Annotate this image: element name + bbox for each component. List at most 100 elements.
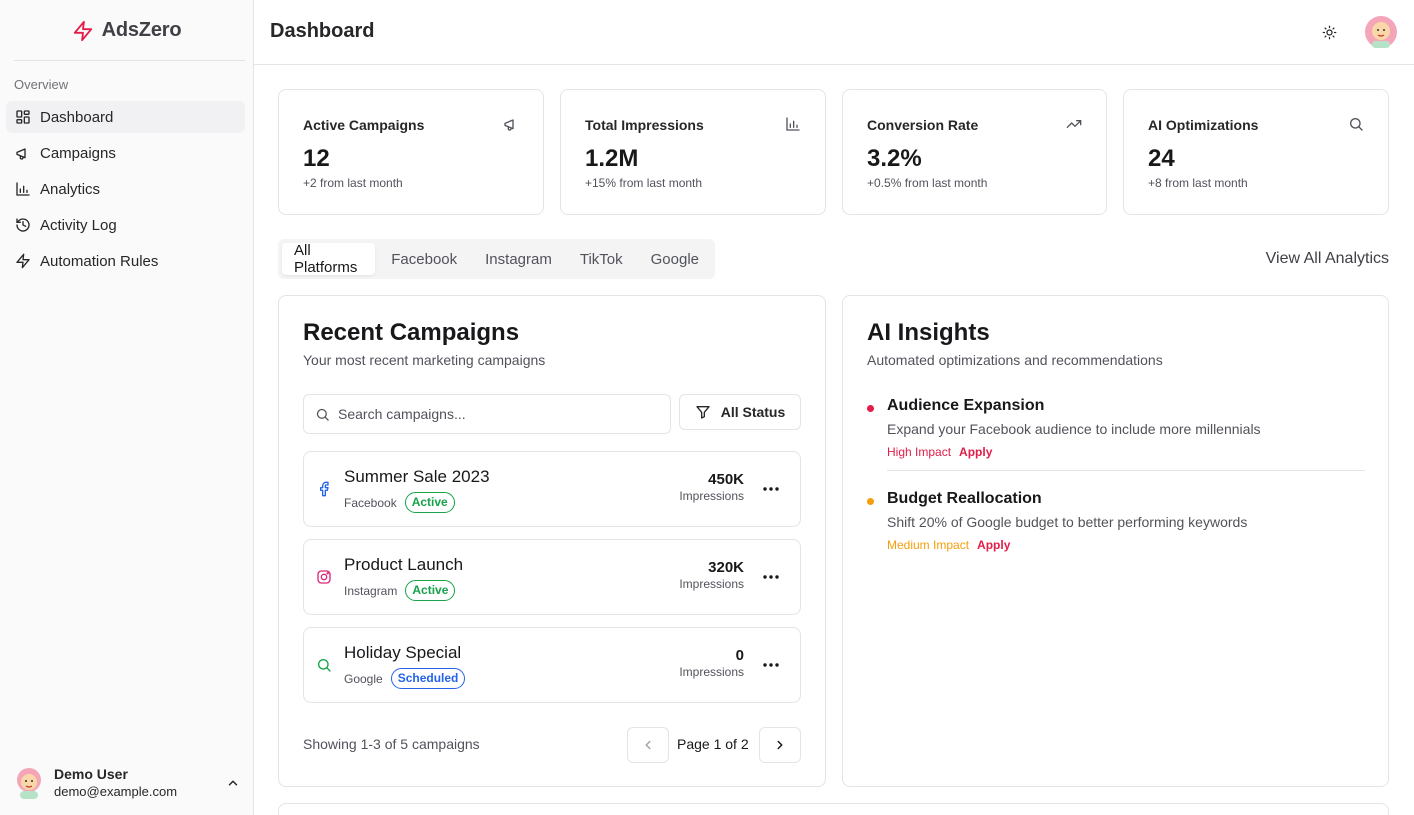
filter-label: All Status — [720, 404, 786, 420]
view-all-analytics-link[interactable]: View All Analytics — [1265, 250, 1389, 267]
campaign-platform: Google — [344, 671, 383, 686]
search-input[interactable] — [338, 406, 638, 422]
sidebar-item-label: Automation Rules — [40, 252, 159, 270]
stat-value: 3.2% — [867, 145, 922, 172]
more-options-button[interactable] — [762, 568, 780, 586]
sidebar-item-label: Campaigns — [40, 144, 116, 162]
impact-label: Medium Impact — [887, 538, 970, 552]
search-field[interactable] — [303, 394, 671, 434]
campaign-name: Product Launch — [344, 555, 464, 574]
header: Dashboard — [254, 0, 1414, 65]
insight-item: Budget Reallocation Shift 20% of Google … — [867, 490, 1365, 560]
campaign-row[interactable]: Summer Sale 2023 Facebook Active 450K Im… — [303, 451, 801, 527]
instagram-icon — [317, 570, 331, 584]
stat-value: 12 — [303, 145, 330, 172]
tab-facebook[interactable]: Facebook — [391, 250, 458, 268]
impact-label: High Impact — [887, 445, 952, 459]
more-horizontal-icon — [763, 663, 779, 667]
stat-card-ai-optimizations: AI Optimizations 24 +8 from last month — [1123, 89, 1389, 215]
sidebar: AdsZero Overview Dashboard Campaigns Ana… — [0, 0, 254, 815]
chevron-up-icon — [228, 780, 238, 786]
insight-item: Audience Expansion Expand your Facebook … — [867, 397, 1365, 467]
stat-card-total-impressions: Total Impressions 1.2M +15% from last mo… — [560, 89, 826, 215]
impressions-value: 0 — [735, 647, 744, 664]
impressions-label: Impressions — [679, 489, 744, 503]
avatar — [17, 768, 41, 799]
sidebar-item-automation-rules[interactable]: Automation Rules — [6, 245, 245, 277]
tab-all-platforms[interactable]: All Platforms — [282, 242, 376, 276]
next-page-button[interactable] — [759, 727, 801, 763]
facebook-icon — [320, 481, 329, 497]
sidebar-item-label: Activity Log — [40, 216, 117, 234]
card-description: Your most recent marketing campaigns — [303, 352, 546, 368]
bar-chart-icon — [16, 182, 30, 196]
campaign-platform: Instagram — [344, 583, 398, 598]
trending-up-icon — [1066, 120, 1082, 128]
status-badge: Scheduled — [390, 668, 466, 689]
sidebar-item-dashboard[interactable]: Dashboard — [6, 101, 245, 133]
campaign-name: Summer Sale 2023 — [344, 467, 490, 486]
stat-title: AI Optimizations — [1148, 117, 1259, 133]
chevron-right-icon — [777, 740, 783, 750]
campaign-row[interactable]: Product Launch Instagram Active 320K Imp… — [303, 539, 801, 615]
apply-button[interactable]: Apply — [959, 445, 993, 459]
pagination-summary: Showing 1-3 of 5 campaigns — [303, 736, 480, 752]
previous-page-button[interactable] — [627, 727, 669, 763]
sidebar-item-analytics[interactable]: Analytics — [6, 173, 245, 205]
sidebar-item-campaigns[interactable]: Campaigns — [6, 137, 245, 169]
campaign-row[interactable]: Holiday Special Google Scheduled 0 Impre… — [303, 627, 801, 703]
user-email: demo@example.com — [54, 784, 178, 799]
stat-value: 1.2M — [585, 145, 639, 172]
divider — [887, 470, 1365, 471]
theme-toggle-button[interactable] — [1317, 20, 1341, 44]
apply-button[interactable]: Apply — [977, 538, 1011, 552]
megaphone-icon — [504, 119, 514, 131]
campaign-platform: Facebook — [344, 495, 397, 510]
zap-icon — [73, 20, 92, 41]
tab-tiktok[interactable]: TikTok — [579, 250, 623, 268]
stat-title: Conversion Rate — [867, 117, 979, 133]
stat-title: Active Campaigns — [303, 117, 425, 133]
stat-card-conversion-rate: Conversion Rate 3.2% +0.5% from last mon… — [842, 89, 1107, 215]
dashboard-icon — [16, 110, 30, 124]
card-title: Recent Campaigns — [303, 319, 520, 346]
history-icon — [16, 218, 30, 232]
insight-title: Budget Reallocation — [887, 490, 1042, 507]
platform-tabs: All Platforms Facebook Instagram TikTok … — [278, 239, 715, 279]
sidebar-item-label: Dashboard — [40, 108, 114, 126]
stat-change: +2 from last month — [303, 176, 403, 190]
status-badge: Active — [405, 580, 456, 601]
impressions-value: 450K — [708, 471, 744, 488]
nav-section-label: Overview — [14, 77, 69, 92]
impressions-value: 320K — [708, 559, 744, 576]
search-icon — [318, 659, 331, 672]
impact-indicator — [867, 498, 874, 505]
ai-insights-card: AI Insights Automated optimizations and … — [842, 295, 1389, 787]
user-name: Demo User — [54, 766, 128, 782]
search-icon — [316, 408, 329, 421]
insight-text: Expand your Facebook audience to include… — [887, 421, 1261, 437]
stat-value: 24 — [1148, 145, 1175, 172]
page-indicator: Page 1 of 2 — [677, 736, 749, 752]
tab-instagram[interactable]: Instagram — [485, 250, 552, 268]
user-menu[interactable]: Demo User demo@example.com — [14, 765, 240, 801]
additional-card — [278, 803, 1389, 815]
more-options-button[interactable] — [762, 656, 780, 674]
sidebar-item-label: Analytics — [40, 180, 101, 198]
sidebar-item-activity-log[interactable]: Activity Log — [6, 209, 245, 241]
more-horizontal-icon — [763, 575, 779, 579]
tab-google[interactable]: Google — [650, 250, 699, 268]
status-filter-button[interactable]: All Status — [679, 394, 801, 430]
avatar[interactable] — [1365, 16, 1397, 48]
brand[interactable]: AdsZero — [0, 0, 253, 61]
zap-icon — [16, 253, 30, 269]
more-options-button[interactable] — [762, 480, 780, 498]
card-description: Automated optimizations and recommendati… — [867, 352, 1163, 368]
chevron-left-icon — [645, 740, 651, 750]
stat-change: +0.5% from last month — [867, 176, 988, 190]
insight-title: Audience Expansion — [887, 397, 1045, 414]
impressions-label: Impressions — [679, 665, 744, 679]
stat-card-active-campaigns: Active Campaigns 12 +2 from last month — [278, 89, 544, 215]
stat-title: Total Impressions — [585, 117, 704, 133]
recent-campaigns-card: Recent Campaigns Your most recent market… — [278, 295, 826, 787]
